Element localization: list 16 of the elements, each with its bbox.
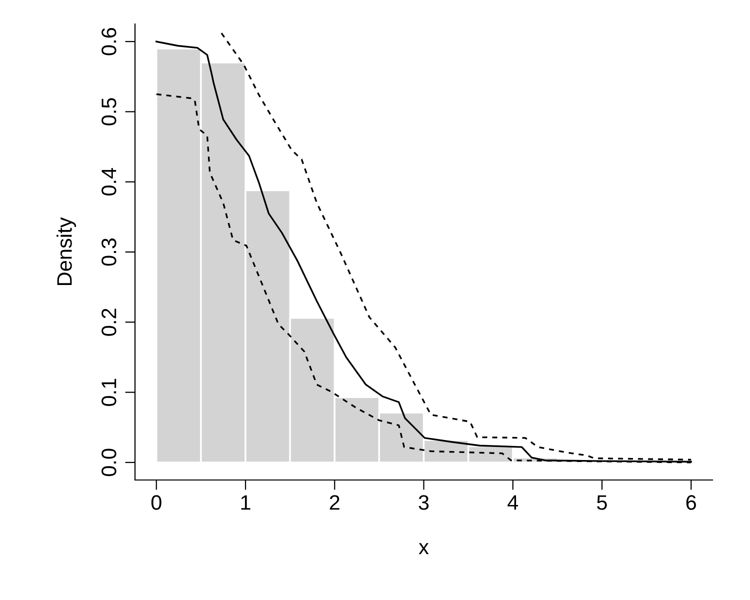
x-tick-label: 4 — [508, 495, 518, 510]
x-tick-label: 1 — [241, 495, 250, 510]
y-axis-title: Density — [56, 217, 76, 286]
y-tick-label: 0.3 — [102, 238, 116, 266]
x-tick-label: 6 — [686, 495, 696, 510]
y-tick-label: 0.4 — [102, 168, 116, 196]
y-tick-label: 0.2 — [102, 308, 116, 336]
y-tick-label: 0.0 — [102, 448, 116, 476]
y-tick-label: 0.5 — [102, 98, 116, 126]
x-tick-label: 3 — [418, 495, 429, 510]
y-tick-label: 0.6 — [102, 28, 116, 56]
x-tick-label: 5 — [597, 495, 607, 510]
x-tick-label: 2 — [330, 495, 340, 510]
x-axis-title: x — [418, 543, 429, 554]
y-tick-label: 0.1 — [102, 378, 116, 406]
x-tick-label: 0 — [151, 495, 162, 510]
